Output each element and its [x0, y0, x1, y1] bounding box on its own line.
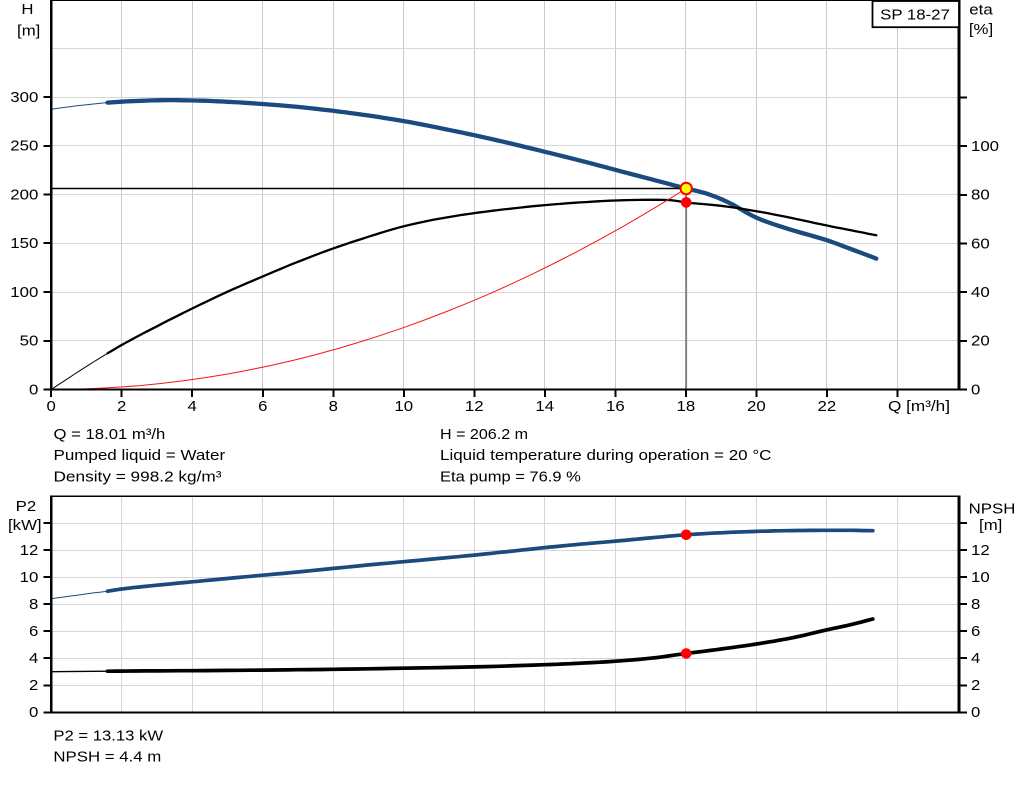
svg-text:eta: eta [969, 2, 993, 19]
svg-text:60: 60 [971, 235, 990, 252]
svg-text:NPSH: NPSH [969, 500, 1016, 517]
svg-text:H = 206.2 m: H = 206.2 m [440, 426, 528, 443]
svg-text:50: 50 [20, 333, 39, 350]
svg-text:20: 20 [747, 398, 766, 415]
svg-text:Pumped liquid = Water: Pumped liquid = Water [54, 447, 226, 464]
svg-text:Density = 998.2 kg/m³: Density = 998.2 kg/m³ [54, 469, 222, 486]
svg-text:2: 2 [29, 677, 38, 694]
svg-text:10: 10 [394, 398, 413, 415]
svg-text:12: 12 [465, 398, 484, 415]
svg-text:4: 4 [971, 650, 980, 667]
svg-text:6: 6 [29, 623, 38, 640]
svg-text:6: 6 [971, 623, 980, 640]
svg-text:22: 22 [818, 398, 837, 415]
svg-text:250: 250 [10, 138, 38, 155]
svg-text:0: 0 [47, 398, 56, 415]
svg-text:4: 4 [29, 650, 38, 667]
svg-text:2: 2 [971, 677, 980, 694]
svg-text:SP 18-27: SP 18-27 [880, 7, 950, 24]
svg-text:P2: P2 [16, 498, 37, 515]
svg-text:[kW]: [kW] [8, 517, 42, 534]
svg-text:300: 300 [10, 89, 38, 106]
svg-text:6: 6 [258, 398, 267, 415]
svg-text:NPSH = 4.4 m: NPSH = 4.4 m [53, 749, 161, 766]
svg-text:[%]: [%] [969, 21, 993, 38]
svg-text:80: 80 [971, 187, 990, 204]
svg-text:18: 18 [677, 398, 696, 415]
svg-text:[m]: [m] [979, 517, 1002, 534]
svg-text:16: 16 [606, 398, 625, 415]
svg-text:20: 20 [971, 333, 990, 350]
svg-text:100: 100 [10, 284, 38, 301]
svg-text:8: 8 [971, 596, 980, 613]
svg-text:0: 0 [29, 381, 38, 398]
svg-text:100: 100 [971, 138, 999, 155]
svg-text:200: 200 [10, 186, 38, 203]
svg-text:10: 10 [20, 569, 39, 586]
svg-text:8: 8 [29, 596, 38, 613]
svg-text:2: 2 [117, 398, 126, 415]
svg-text:0: 0 [971, 704, 980, 721]
svg-text:0: 0 [971, 381, 980, 398]
svg-text:10: 10 [971, 569, 990, 586]
svg-text:12: 12 [971, 542, 990, 559]
svg-text:12: 12 [20, 542, 39, 559]
svg-text:8: 8 [329, 398, 338, 415]
svg-text:14: 14 [535, 398, 554, 415]
svg-text:4: 4 [188, 398, 197, 415]
svg-text:Liquid temperature during oper: Liquid temperature during operation = 20… [440, 447, 772, 464]
svg-text:P2 = 13.13 kW: P2 = 13.13 kW [53, 727, 164, 744]
svg-text:40: 40 [971, 284, 990, 301]
svg-text:Q [m³/h]: Q [m³/h] [888, 398, 950, 415]
svg-text:150: 150 [10, 235, 38, 252]
svg-text:Q = 18.01 m³/h: Q = 18.01 m³/h [54, 426, 166, 443]
svg-text:[m]: [m] [17, 23, 40, 40]
svg-text:Eta pump = 76.9 %: Eta pump = 76.9 % [440, 469, 581, 486]
svg-text:0: 0 [29, 704, 38, 721]
svg-text:H: H [21, 1, 33, 18]
